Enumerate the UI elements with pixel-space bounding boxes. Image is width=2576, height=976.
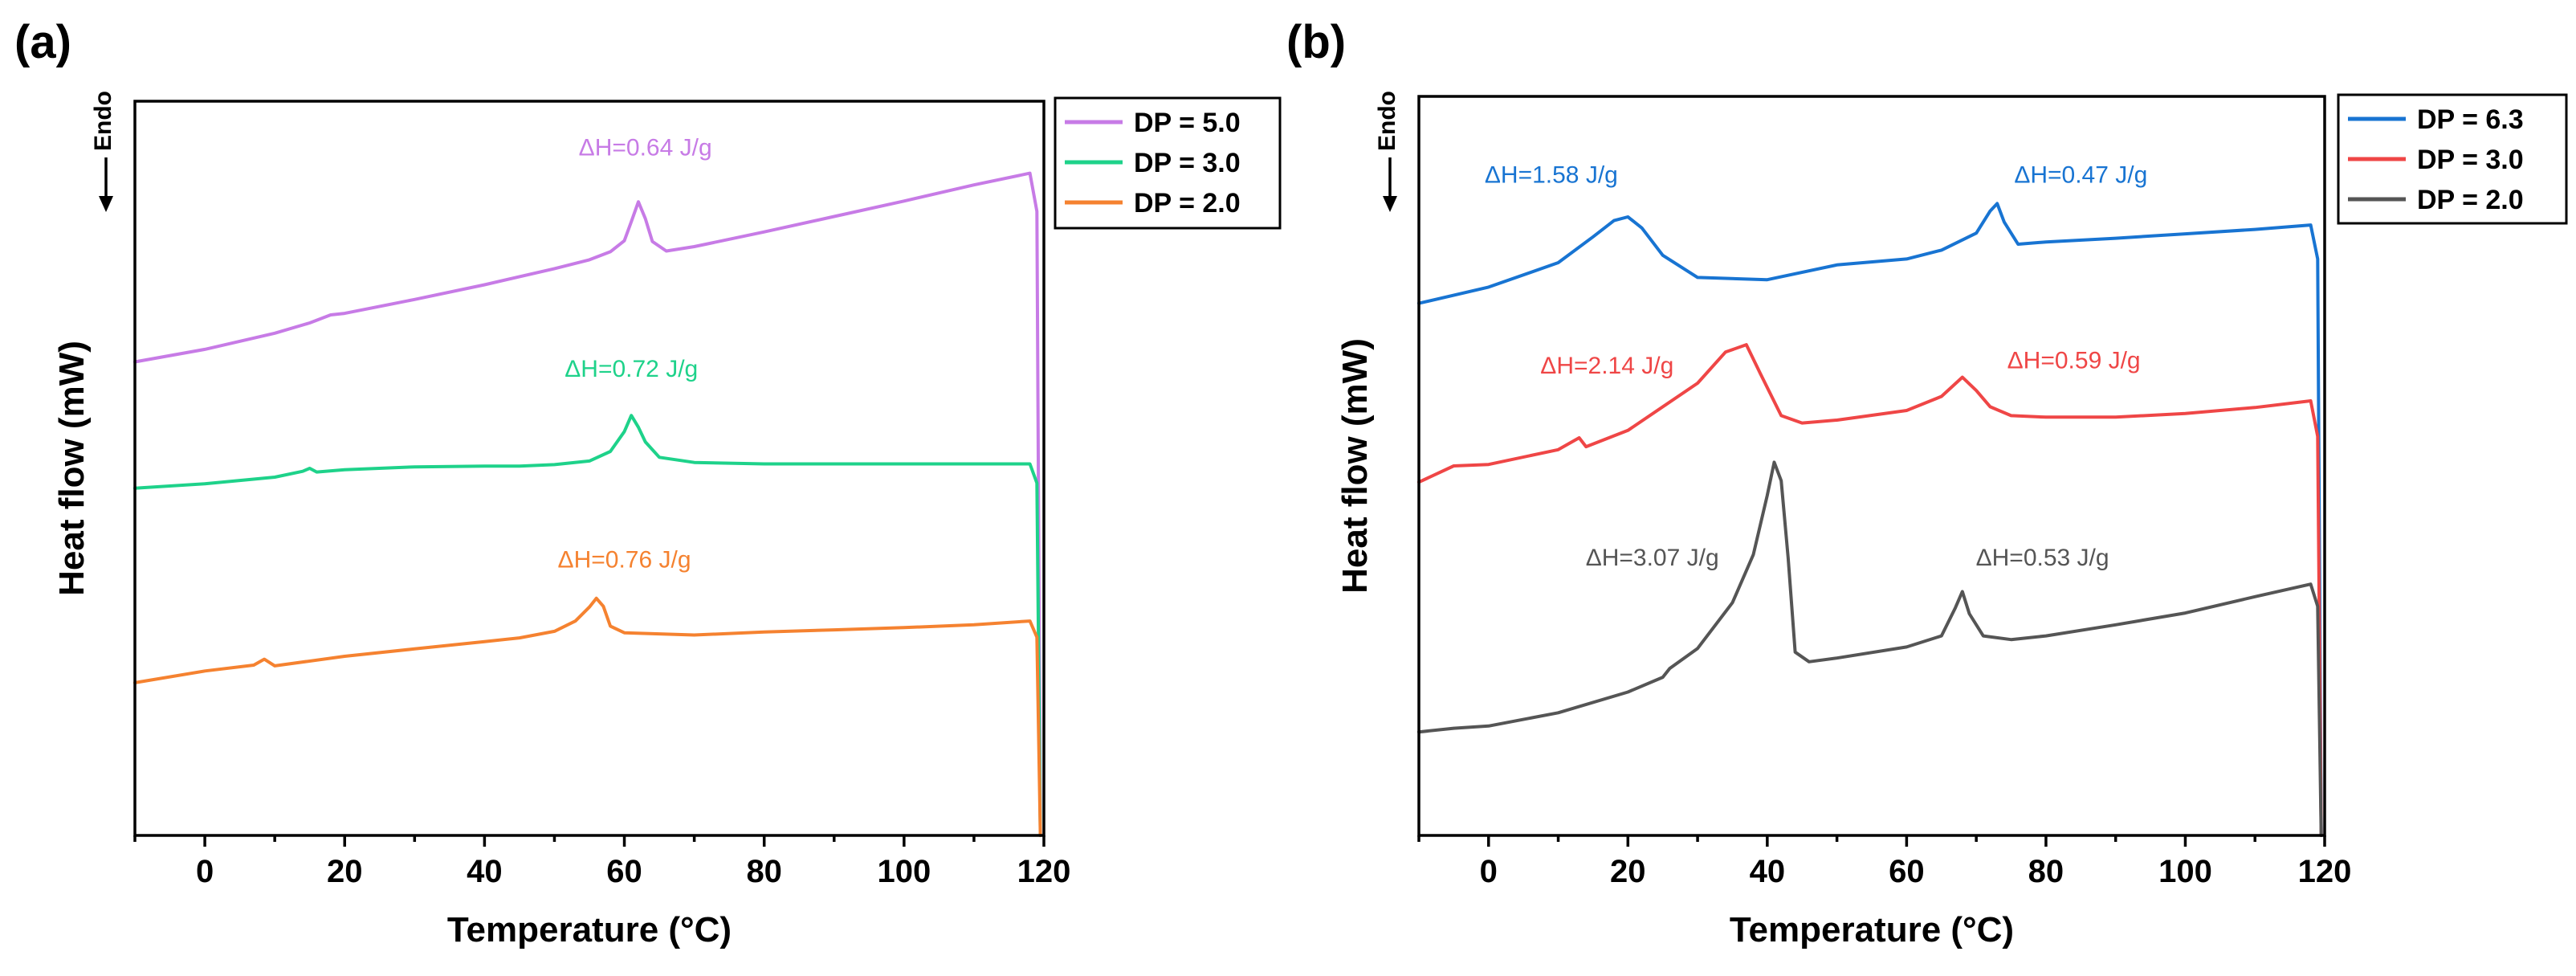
enthalpy-annotation: ΔH=0.76 J/g <box>558 546 691 573</box>
plot-frame <box>133 100 1045 837</box>
enthalpy-annotation: ΔH=3.07 J/g <box>1586 545 1719 571</box>
x-tick-label: 40 <box>1750 854 1786 889</box>
enthalpy-annotation: ΔH=0.53 J/g <box>1976 545 2109 571</box>
series-line-50 <box>133 171 1042 837</box>
x-tick-label: 20 <box>1610 854 1646 889</box>
enthalpy-annotation: ΔH=1.58 J/g <box>1485 162 1618 189</box>
x-tick-label: 100 <box>877 854 931 889</box>
enthalpy-annotation: ΔH=0.59 J/g <box>2007 348 2141 374</box>
enthalpy-annotation: ΔH=0.64 J/g <box>579 135 712 161</box>
enthalpy-annotation: ΔH=2.14 J/g <box>1540 353 1673 379</box>
endo-label: Endo <box>1374 91 1400 151</box>
x-tick-label: 120 <box>1017 854 1071 889</box>
series-line-30 <box>133 414 1042 837</box>
legend: DP = 5.0 DP = 3.0 DP = 2.0 <box>1054 96 1282 230</box>
x-tick-label: 20 <box>327 854 363 889</box>
series-line-20 <box>1417 460 2323 837</box>
x-tick-label: 60 <box>606 854 642 889</box>
series-line-20 <box>133 596 1042 837</box>
y-axis-label: Heat flow (mW) <box>1335 338 1375 594</box>
x-tick-label: 60 <box>1889 854 1925 889</box>
endo-label: Endo <box>90 91 116 151</box>
x-tick-label: 120 <box>2298 854 2352 889</box>
endo-arrow-icon <box>1383 196 1397 212</box>
legend-entry: DP = 3.0 <box>2417 145 2524 175</box>
chart-panel-a: (a) ΔH=0.64 J/g ΔH=0.72 J/g ΔH=0.76 J/g 0 20 4… <box>14 16 1282 949</box>
legend-entry: DP = 6.3 <box>2417 104 2524 135</box>
x-axis-label: Temperature (°C) <box>447 910 732 949</box>
x-tick-label: 80 <box>2028 854 2064 889</box>
series-line-63 <box>1417 202 2323 837</box>
legend-entry: DP = 2.0 <box>1134 188 1241 218</box>
legend: DP = 6.3 DP = 3.0 DP = 2.0 <box>2337 93 2568 225</box>
enthalpy-annotation: ΔH=0.72 J/g <box>565 356 698 382</box>
chart-panel-b: (b) ΔH=1.58 J/g ΔH=2.14 J/g ΔH=3.07 J/g ΔH=0… <box>1286 16 2568 949</box>
legend-entry: DP = 3.0 <box>1134 148 1241 178</box>
enthalpy-annotation: ΔH=0.47 J/g <box>2014 162 2147 189</box>
endo-arrow-icon <box>99 196 113 212</box>
panel-label: (a) <box>14 16 71 68</box>
x-tick-label: 0 <box>196 854 214 889</box>
series-line-30 <box>1417 343 2323 837</box>
x-axis-label: Temperature (°C) <box>1730 910 2014 949</box>
x-tick-label: 40 <box>467 854 503 889</box>
x-tick-label: 80 <box>746 854 782 889</box>
panel-label: (b) <box>1286 16 1346 68</box>
plot-frame <box>1417 95 2326 837</box>
legend-entry: DP = 2.0 <box>2417 185 2524 215</box>
x-tick-label: 100 <box>2158 854 2212 889</box>
legend-entry: DP = 5.0 <box>1134 108 1241 138</box>
x-tick-label: 0 <box>1480 854 1498 889</box>
y-axis-label: Heat flow (mW) <box>52 341 92 596</box>
